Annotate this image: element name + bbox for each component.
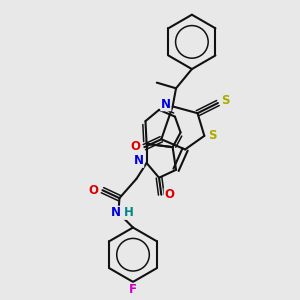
Text: N: N xyxy=(111,206,121,219)
Text: F: F xyxy=(129,283,137,296)
Text: O: O xyxy=(164,188,174,201)
Text: N: N xyxy=(161,98,171,111)
Text: O: O xyxy=(88,184,98,197)
Text: N: N xyxy=(134,154,144,167)
Text: H: H xyxy=(124,206,134,219)
Text: O: O xyxy=(130,140,140,152)
Text: S: S xyxy=(208,129,217,142)
Text: S: S xyxy=(222,94,230,107)
